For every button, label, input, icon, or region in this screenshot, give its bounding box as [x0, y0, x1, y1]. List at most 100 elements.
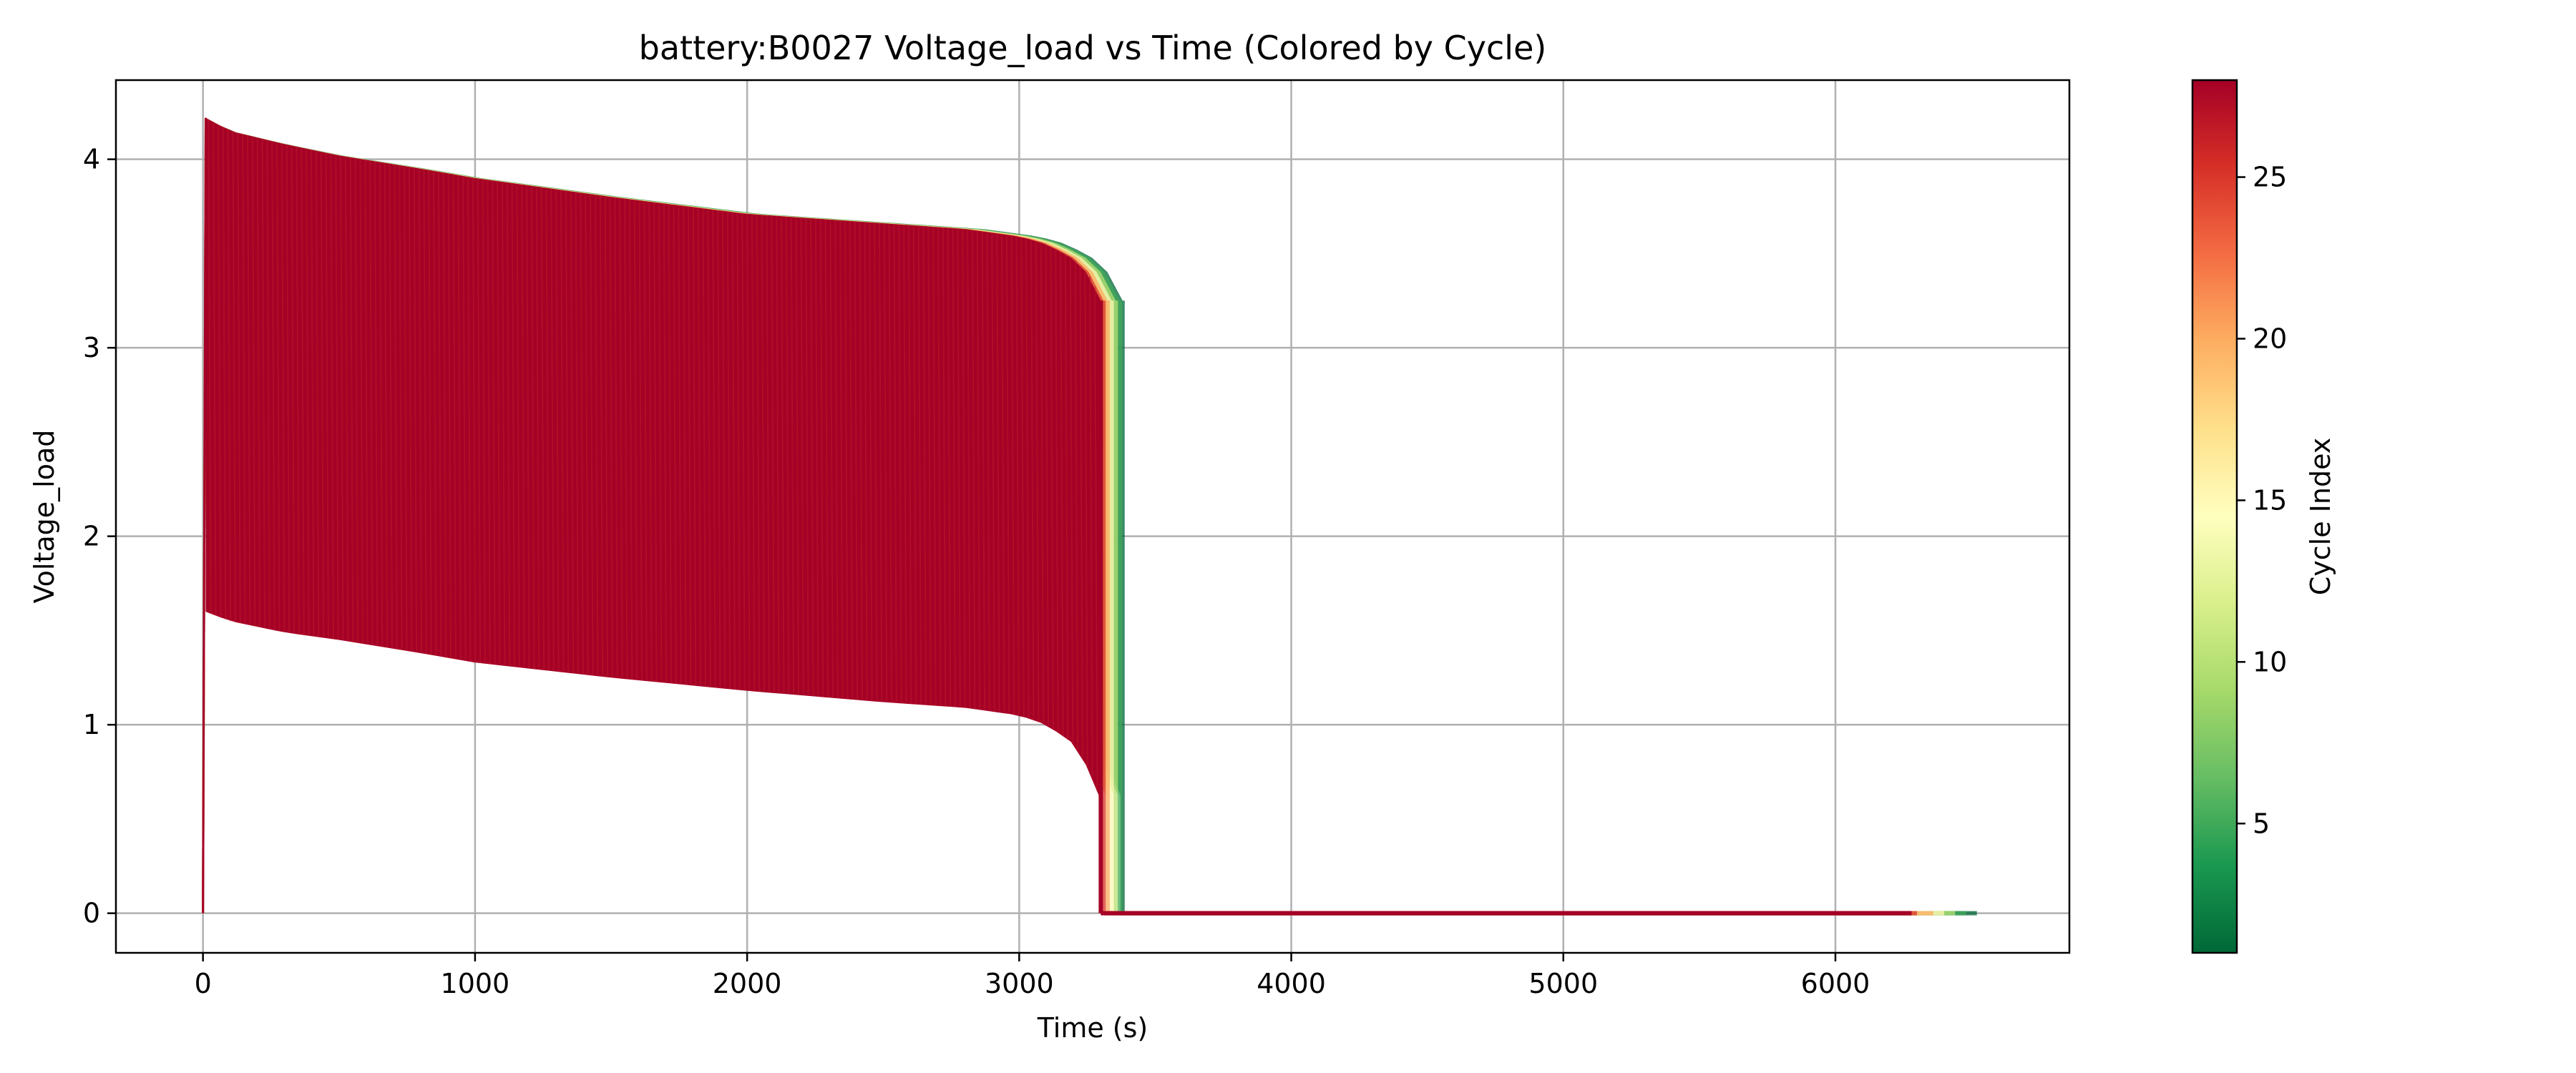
colorbar-tick-label: 10	[2253, 646, 2287, 677]
oscillation-segment	[707, 209, 711, 687]
oscillation-segment	[1093, 287, 1098, 791]
oscillation-segment	[942, 227, 947, 707]
oscillation-segment	[834, 220, 839, 699]
oscillation-segment	[339, 155, 344, 641]
y-tick-label: 1	[83, 709, 100, 740]
oscillation-segment	[1064, 254, 1069, 740]
oscillation-segment	[535, 186, 540, 670]
colorbar-tick-label: 20	[2253, 323, 2287, 354]
y-tick-label: 4	[83, 144, 100, 175]
x-tick-label: 1000	[441, 968, 510, 999]
oscillation-segment	[1079, 265, 1084, 760]
oscillation-segment	[785, 216, 790, 695]
oscillation-segment	[844, 220, 849, 700]
oscillation-segment	[315, 150, 320, 637]
oscillation-segment	[996, 233, 1000, 713]
oscillation-segment	[271, 141, 275, 631]
oscillation-segment	[839, 220, 844, 699]
oscillation-segment	[1069, 257, 1074, 743]
oscillation-segment	[291, 145, 296, 634]
oscillation-segment	[280, 143, 286, 632]
oscillation-segment	[898, 224, 902, 704]
oscillation-segment	[668, 204, 673, 684]
oscillation-segment	[922, 226, 927, 705]
oscillation-segment	[496, 181, 501, 666]
oscillation-segment	[1074, 260, 1079, 751]
oscillation-segment	[766, 215, 771, 693]
x-tick-label: 3000	[985, 968, 1054, 999]
x-tick-label: 5000	[1528, 968, 1598, 999]
oscillation-segment	[379, 162, 384, 647]
oscillation-segment	[565, 190, 570, 673]
oscillation-segment	[1015, 236, 1020, 715]
oscillation-segment	[814, 218, 819, 697]
oscillation-segment	[903, 225, 907, 704]
oscillation-segment	[550, 188, 555, 672]
oscillation-segment	[369, 160, 374, 646]
oscillation-segment	[222, 127, 227, 619]
oscillation-segment	[335, 155, 339, 640]
y-tick-label: 3	[83, 332, 100, 363]
oscillation-segment	[506, 182, 511, 667]
oscillation-segment	[673, 205, 677, 685]
oscillation-segment	[1084, 270, 1088, 768]
oscillation-segment	[824, 219, 829, 698]
y-tick-label: 2	[83, 521, 100, 552]
oscillation-segment	[731, 212, 736, 690]
oscillation-segment	[511, 183, 516, 667]
oscillation-segment	[487, 180, 491, 665]
y-tick-label: 0	[83, 898, 100, 929]
oscillation-segment	[560, 190, 565, 672]
oscillation-segment	[310, 150, 315, 637]
oscillation-segment	[937, 227, 942, 707]
oscillation-segment	[678, 205, 682, 685]
oscillation-segment	[349, 157, 354, 642]
oscillation-segment	[619, 197, 623, 679]
colorbar-gradient	[2191, 79, 2238, 954]
oscillation-segment	[952, 227, 957, 707]
oscillation-segment	[320, 152, 325, 638]
oscillation-segment	[756, 215, 761, 692]
oscillation-segment	[1055, 249, 1059, 733]
oscillation-segment	[585, 193, 589, 675]
oscillation-segment	[501, 182, 506, 666]
oscillation-segment	[869, 222, 873, 702]
oscillation-segment	[746, 214, 751, 692]
oscillation-segment	[1025, 238, 1030, 719]
oscillation-segment	[442, 172, 447, 658]
oscillation-segment	[516, 184, 520, 668]
oscillation-segment	[1020, 237, 1025, 717]
oscillation-segment	[246, 135, 251, 626]
oscillation-segment	[697, 207, 702, 687]
oscillation-segment	[286, 144, 291, 633]
x-tick-label: 6000	[1801, 968, 1870, 999]
oscillation-segment	[976, 230, 981, 710]
oscillation-segment	[594, 195, 599, 677]
colorbar-tick-label: 15	[2253, 484, 2287, 516]
oscillation-segment	[526, 185, 530, 669]
oscillation-segment	[721, 210, 726, 689]
oscillation-segment	[702, 208, 707, 687]
oscillation-segment	[403, 166, 408, 651]
oscillation-segment	[932, 227, 937, 706]
x-tick-label: 4000	[1257, 968, 1326, 999]
oscillation-segment	[232, 132, 237, 622]
data-series	[202, 117, 1977, 916]
oscillation-segment	[614, 197, 618, 679]
oscillation-segment	[873, 222, 878, 702]
oscillation-segment	[907, 225, 912, 705]
oscillation-segment	[761, 215, 766, 692]
x-tick-label: 0	[195, 968, 212, 999]
oscillation-segment	[540, 187, 545, 670]
oscillation-segment	[829, 220, 834, 698]
oscillation-segment	[1000, 234, 1005, 714]
oscillation-segment	[545, 187, 550, 671]
oscillation-segment	[947, 227, 952, 707]
oscillation-segment	[712, 210, 716, 688]
colorbar-tick-label: 25	[2253, 162, 2287, 193]
oscillation-segment	[1005, 235, 1010, 715]
oscillation-segment	[609, 197, 614, 678]
oscillation-segment	[726, 211, 731, 690]
oscillation-segment	[306, 148, 310, 636]
